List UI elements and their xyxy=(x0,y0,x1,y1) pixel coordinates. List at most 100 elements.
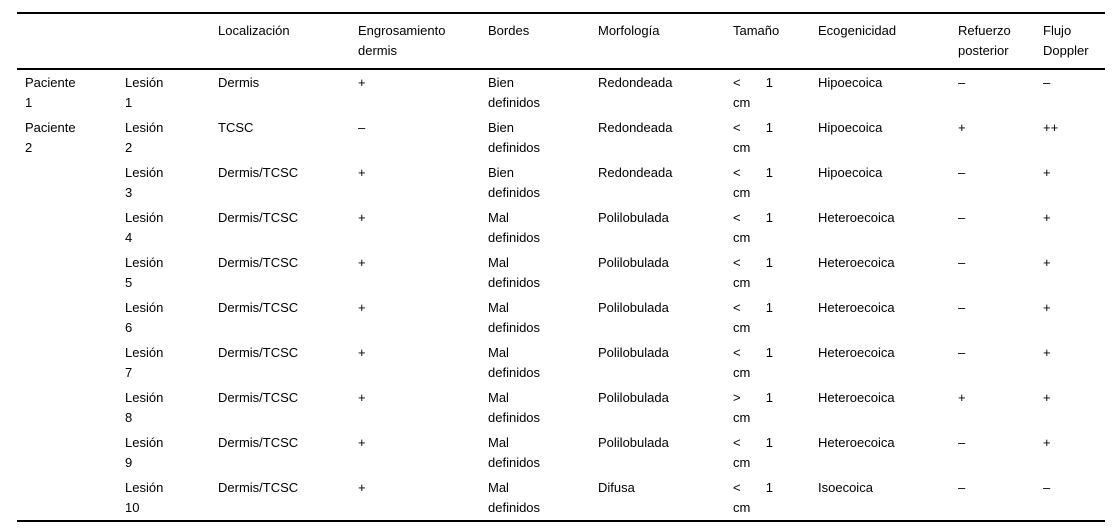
cell-ecogenicidad: Heteroecoica xyxy=(818,300,895,315)
tamano-unit: cm xyxy=(733,95,751,110)
header-row: Localización Engrosamiento dermis Bordes… xyxy=(17,13,1105,70)
tamano-num: 1 xyxy=(765,480,773,495)
cell-doppler: + xyxy=(1043,165,1051,180)
cell-paciente xyxy=(17,430,117,475)
cell-refuerzo: + xyxy=(958,120,966,135)
tamano-num: 1 xyxy=(765,75,773,90)
tamano-sign: < xyxy=(733,75,741,90)
tamano-sign: < xyxy=(733,210,741,225)
tamano-unit: cm xyxy=(733,185,751,200)
cell-lesion: Lesión 3 xyxy=(125,165,164,200)
cell-paciente xyxy=(17,340,117,385)
cell-tamano: <1 cm xyxy=(725,250,810,295)
cell-engrosamiento: + xyxy=(358,165,366,180)
cell-doppler: + xyxy=(1043,345,1051,360)
cell-morfologia: Difusa xyxy=(598,480,635,495)
cell-bordes: Mal definidos xyxy=(488,480,541,515)
cell-paciente xyxy=(17,250,117,295)
tamano-num: 1 xyxy=(765,165,773,180)
cell-ecogenicidad: Isoecoica xyxy=(818,480,873,495)
tamano-sign: < xyxy=(733,435,741,450)
cell-tamano: <1 cm xyxy=(725,430,810,475)
tamano-unit: cm xyxy=(733,455,751,470)
cell-refuerzo: – xyxy=(958,255,966,270)
cell-engrosamiento: + xyxy=(358,480,366,495)
cell-bordes: Mal definidos xyxy=(488,435,541,470)
table-row: Lesión 3 Dermis/TCSC + Bien definidos Re… xyxy=(17,160,1105,205)
cell-doppler: + xyxy=(1043,435,1051,450)
table-row: Lesión 6 Dermis/TCSC + Mal definidos Pol… xyxy=(17,295,1105,340)
cell-localizacion: Dermis/TCSC xyxy=(218,210,299,225)
cell-morfologia: Redondeada xyxy=(598,120,673,135)
cell-engrosamiento: + xyxy=(358,390,366,405)
cell-engrosamiento: + xyxy=(358,210,366,225)
table-row: Lesión 5 Dermis/TCSC + Mal definidos Pol… xyxy=(17,250,1105,295)
table-row: Lesión 7 Dermis/TCSC + Mal definidos Pol… xyxy=(17,340,1105,385)
cell-lesion: Lesión 10 xyxy=(125,480,164,515)
cell-refuerzo: – xyxy=(958,165,966,180)
header-flujo-doppler: Flujo Doppler xyxy=(1035,13,1105,70)
cell-localizacion: Dermis/TCSC xyxy=(218,255,299,270)
cell-localizacion: TCSC xyxy=(218,120,254,135)
tamano-sign: < xyxy=(733,345,741,360)
lesion-characteristics-table: Localización Engrosamiento dermis Bordes… xyxy=(17,12,1105,522)
header-morfologia: Morfología xyxy=(590,13,725,70)
tamano-sign: < xyxy=(733,120,741,135)
page: { "table": { "columns": [ "", "", "Local… xyxy=(0,12,1113,531)
cell-lesion: Lesión 6 xyxy=(125,300,164,335)
cell-bordes: Bien definidos xyxy=(488,165,541,200)
cell-bordes: Mal definidos xyxy=(488,255,541,290)
cell-engrosamiento: + xyxy=(358,435,366,450)
cell-localizacion: Dermis/TCSC xyxy=(218,345,299,360)
tamano-num: 1 xyxy=(765,435,773,450)
cell-lesion: Lesión 8 xyxy=(125,390,164,425)
cell-localizacion: Dermis/TCSC xyxy=(218,390,299,405)
tamano-unit: cm xyxy=(733,275,751,290)
cell-morfologia: Polilobulada xyxy=(598,300,669,315)
cell-refuerzo: – xyxy=(958,345,966,360)
cell-paciente: Paciente 1 xyxy=(25,75,76,110)
cell-morfologia: Polilobulada xyxy=(598,435,669,450)
header-paciente xyxy=(17,13,117,70)
header-ecogenicidad: Ecogenicidad xyxy=(810,13,950,70)
cell-bordes: Bien definidos xyxy=(488,75,541,110)
cell-lesion: Lesión 9 xyxy=(125,435,164,470)
cell-ecogenicidad: Hipoecoica xyxy=(818,75,883,90)
cell-paciente xyxy=(17,295,117,340)
cell-refuerzo: + xyxy=(958,390,966,405)
tamano-sign: < xyxy=(733,255,741,270)
cell-doppler: + xyxy=(1043,210,1051,225)
cell-refuerzo: – xyxy=(958,75,966,90)
cell-tamano: <1 cm xyxy=(725,160,810,205)
cell-morfologia: Redondeada xyxy=(598,165,673,180)
cell-tamano: >1 cm xyxy=(725,385,810,430)
cell-ecogenicidad: Hipoecoica xyxy=(818,165,883,180)
table-row: Lesión 10 Dermis/TCSC + Mal definidos Di… xyxy=(17,475,1105,521)
cell-refuerzo: – xyxy=(958,480,966,495)
table-row: Lesión 9 Dermis/TCSC + Mal definidos Pol… xyxy=(17,430,1105,475)
cell-ecogenicidad: Hipoecoica xyxy=(818,120,883,135)
header-refuerzo-posterior: Refuerzo posterior xyxy=(950,13,1035,70)
tamano-unit: cm xyxy=(733,410,751,425)
cell-refuerzo: – xyxy=(958,210,966,225)
cell-tamano: <1 cm xyxy=(725,475,810,521)
cell-localizacion: Dermis/TCSC xyxy=(218,435,299,450)
cell-tamano: <1 cm xyxy=(725,205,810,250)
cell-doppler: + xyxy=(1043,255,1051,270)
cell-bordes: Mal definidos xyxy=(488,390,541,425)
cell-bordes: Bien definidos xyxy=(488,120,541,155)
tamano-num: 1 xyxy=(765,345,773,360)
cell-engrosamiento: + xyxy=(358,300,366,315)
tamano-num: 1 xyxy=(765,120,773,135)
cell-tamano: <1 cm xyxy=(725,115,810,160)
cell-tamano: <1 cm xyxy=(725,340,810,385)
cell-engrosamiento: + xyxy=(358,345,366,360)
cell-tamano: <1 cm xyxy=(725,295,810,340)
cell-bordes: Mal definidos xyxy=(488,210,541,245)
cell-morfologia: Polilobulada xyxy=(598,390,669,405)
table-row: Paciente 2 Lesión 2 TCSC – Bien definido… xyxy=(17,115,1105,160)
tamano-unit: cm xyxy=(733,365,751,380)
tamano-num: 1 xyxy=(765,210,773,225)
cell-doppler: – xyxy=(1043,480,1051,495)
cell-doppler: – xyxy=(1043,75,1051,90)
